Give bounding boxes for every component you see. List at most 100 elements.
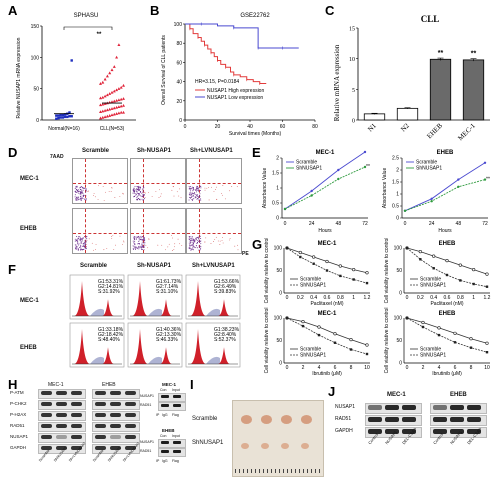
gate-vertical xyxy=(198,159,200,203)
data-point-cll xyxy=(103,94,107,98)
event-dot xyxy=(199,245,201,247)
event-dot xyxy=(85,240,87,242)
data-point-cll xyxy=(112,65,116,68)
event-dot xyxy=(77,237,79,239)
ip-label-flag: Flag xyxy=(172,413,179,417)
event-dot xyxy=(74,196,76,198)
data-point xyxy=(469,337,473,341)
event-dot xyxy=(192,240,194,242)
event-dot xyxy=(81,190,83,192)
phase-stat: S:52.37% xyxy=(214,337,236,343)
ip-input-label-con: Con xyxy=(160,434,167,438)
event-dot xyxy=(145,192,146,194)
data-point-cll xyxy=(115,88,119,92)
x-label-cll: CLL(N=53) xyxy=(100,126,125,132)
event-dot xyxy=(80,241,82,243)
event-dot xyxy=(132,190,134,192)
y-tick-label: 0 xyxy=(399,361,402,367)
g1-peak xyxy=(132,329,148,364)
gate-vertical xyxy=(142,159,144,203)
event-dot xyxy=(110,191,112,192)
event-dot xyxy=(81,240,83,242)
blot-band xyxy=(95,391,106,395)
event-dot xyxy=(144,194,146,196)
data-point xyxy=(312,262,315,265)
event-dot xyxy=(87,190,89,192)
data-point-cll xyxy=(119,85,123,89)
g2-peak xyxy=(102,299,114,316)
event-dot xyxy=(211,186,212,188)
event-dot xyxy=(79,198,81,200)
legend-label: ShNUSAP1 xyxy=(300,283,326,289)
event-dot xyxy=(141,238,143,240)
event-dot xyxy=(98,185,99,187)
event-dot xyxy=(74,238,76,240)
x-tick-label: 60 xyxy=(280,124,286,130)
event-dot xyxy=(192,244,194,246)
data-point xyxy=(445,259,449,263)
event-dot xyxy=(74,194,76,196)
y-axis-label: Relative NUSAP1 mRNA expression xyxy=(16,37,22,118)
phase-stat: G2:6.49% xyxy=(214,284,237,290)
event-dot xyxy=(138,237,140,239)
event-dot xyxy=(82,237,84,239)
panel-e: MEC-1 0 0.5 1 1.5 2 0 24 48 72 Hours Absorbance Val… xyxy=(258,146,498,234)
panel-label-e: E xyxy=(252,145,261,160)
data-point-cll xyxy=(108,92,112,95)
y-tick-label: 5 xyxy=(352,88,355,94)
phase-stat: G2:14.81% xyxy=(98,284,124,290)
event-dot xyxy=(133,246,135,248)
y-tick-label: 0.5 xyxy=(392,204,399,210)
blot-band xyxy=(95,402,106,406)
growth-curves: MEC-1 0 0.5 1 1.5 2 0 24 48 72 Hours Absorbance Val… xyxy=(262,150,490,234)
event-dot xyxy=(134,236,136,238)
event-dot xyxy=(79,236,81,238)
event-dot xyxy=(171,250,173,251)
data-point-cll xyxy=(110,90,114,94)
event-dot xyxy=(236,186,238,188)
event-dot xyxy=(82,188,84,190)
event-dot xyxy=(148,191,149,193)
event-dot xyxy=(189,188,191,190)
event-dot xyxy=(200,198,202,200)
event-dot xyxy=(229,238,231,239)
panel-label-g: G xyxy=(252,237,263,252)
chart-title: CLL xyxy=(421,14,440,24)
event-dot xyxy=(133,187,135,189)
event-dot xyxy=(144,198,146,200)
ip-row-label: RAD51 xyxy=(140,449,152,453)
facs-plot xyxy=(72,208,128,254)
event-dot xyxy=(191,243,193,245)
event-dot xyxy=(143,242,145,244)
y-tick-label: 50 xyxy=(33,87,39,93)
blot-band xyxy=(125,435,136,439)
data-point-cll xyxy=(110,113,114,117)
s-phase xyxy=(206,308,220,316)
event-dot xyxy=(193,192,195,194)
event-dot xyxy=(194,239,196,241)
data-point-cll xyxy=(122,83,125,87)
event-dot xyxy=(188,238,190,240)
event-dot xyxy=(134,185,136,187)
event-dot xyxy=(198,237,200,239)
event-dot xyxy=(83,242,85,244)
event-dot xyxy=(228,190,230,192)
chart-title: MEC-1 xyxy=(318,241,337,247)
phase-stat: S:31.10% xyxy=(156,289,178,295)
event-dot xyxy=(192,244,194,246)
event-dot xyxy=(190,247,192,249)
y-tick-label: 0.5 xyxy=(272,201,279,207)
legend-label: Scramble xyxy=(420,277,441,283)
group-label-mec1: MEC-1 xyxy=(48,382,64,388)
data-point-normal xyxy=(55,114,58,117)
event-dot xyxy=(192,241,194,243)
event-dot xyxy=(77,249,79,251)
phase-stat: G2:7.14% xyxy=(156,284,179,290)
event-dot xyxy=(135,238,137,240)
y-tick-label: 80 xyxy=(176,41,182,47)
event-dot xyxy=(75,186,77,188)
data-point xyxy=(432,267,435,270)
event-dot xyxy=(80,239,82,241)
event-dot xyxy=(194,191,196,193)
x-axis-label: Ibrutinib (μM) xyxy=(312,371,342,377)
